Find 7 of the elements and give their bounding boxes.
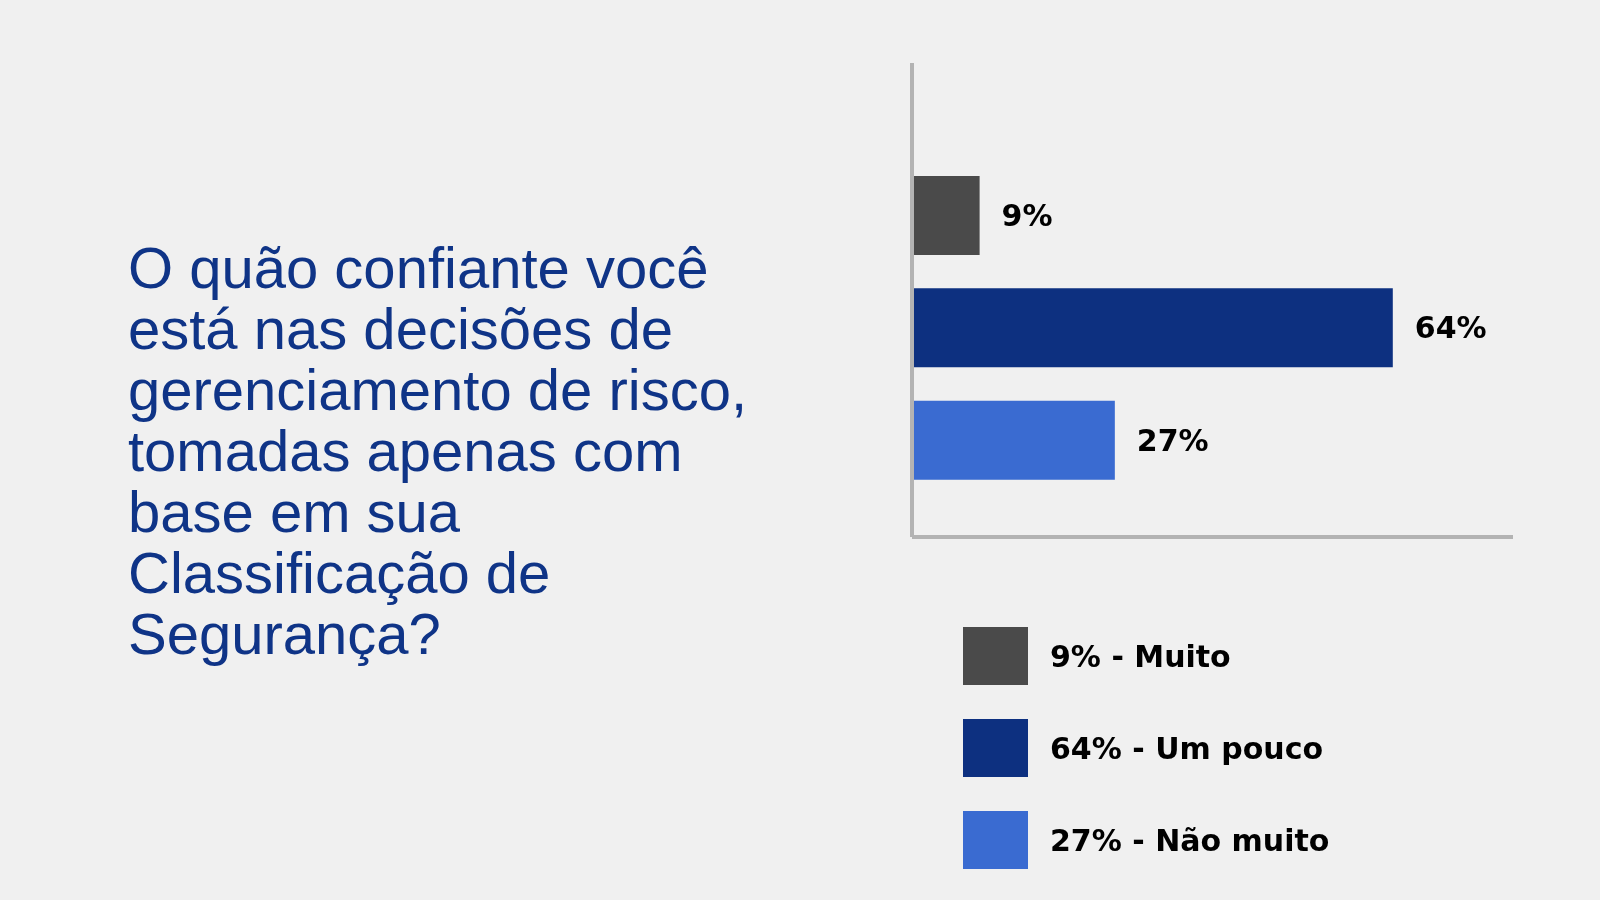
data-label: 64% [1414, 310, 1487, 346]
data-label: 27% [1136, 422, 1209, 458]
legend-label: 27% - Não muito [1050, 822, 1330, 858]
data-label: 9% [1001, 198, 1053, 233]
text: O quão confiante você está nas decisões de gerenciamento de risco, tomadas apenas com base em sua Classificação de Segurança? [128, 234, 748, 666]
legend-label: 64% - Um pouco [1050, 730, 1324, 766]
legend-label: 9% - Muito [1050, 638, 1231, 674]
